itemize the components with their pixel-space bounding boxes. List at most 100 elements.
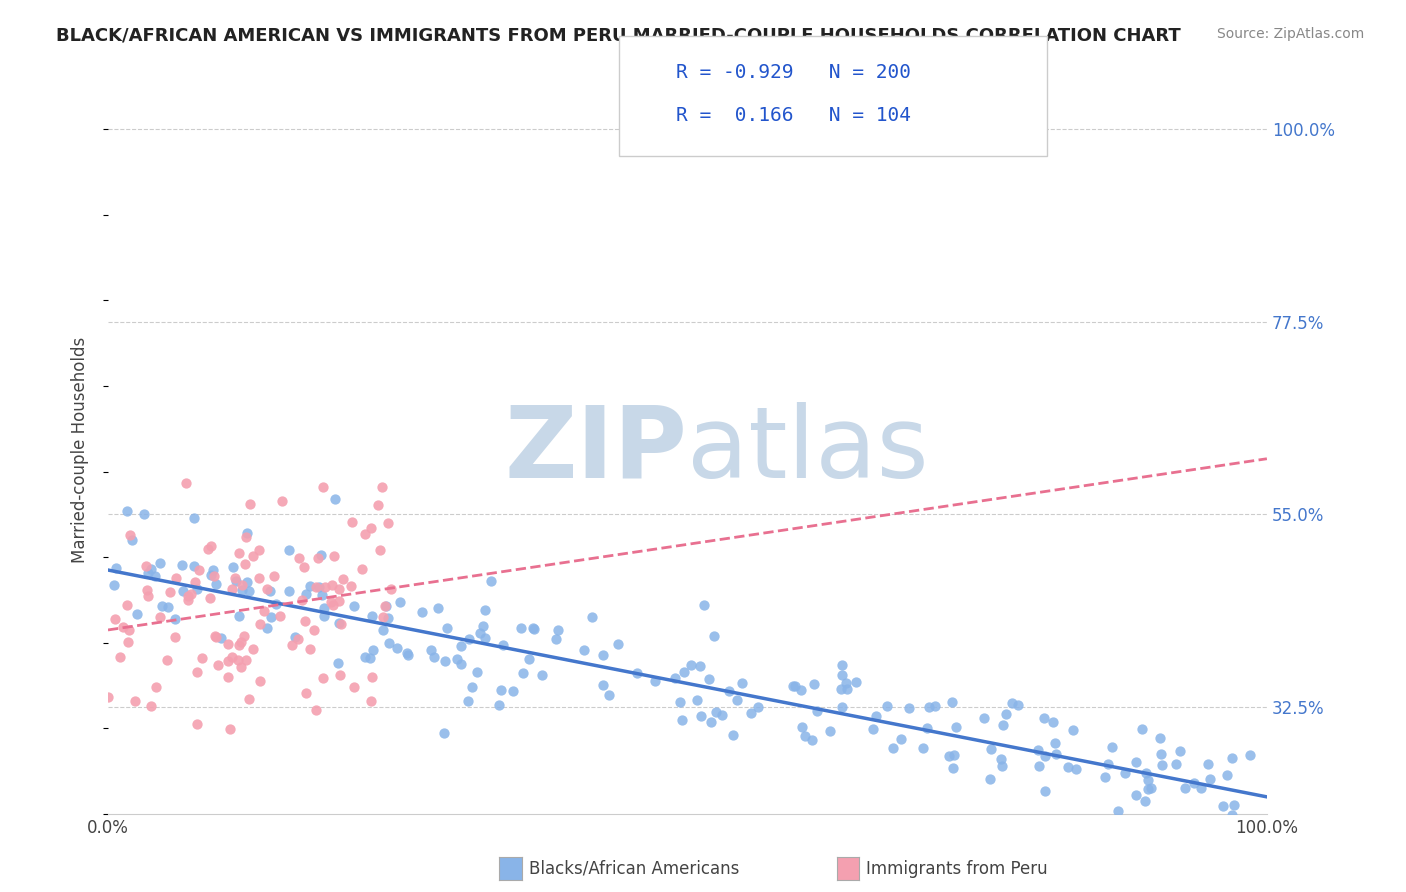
Point [373,609,395,624]
Point [1240,824,1263,838]
Point [156,599,179,614]
Point [831,667,853,681]
Point [249,571,271,585]
Point [136,589,159,603]
Point [104,612,127,626]
Point [200,591,222,605]
Point [380,582,402,596]
Point [1033,748,1056,763]
Point [323,491,346,506]
Point [150,599,173,614]
Point [942,761,965,775]
Point [256,621,278,635]
Point [592,678,614,692]
Point [302,624,325,638]
Point [183,510,205,524]
Point [312,480,335,494]
Point [607,637,630,651]
Point [1168,743,1191,757]
Point [186,717,208,731]
Point [1182,776,1205,790]
Point [197,541,219,556]
Point [917,700,939,714]
Point [669,695,692,709]
Point [219,722,242,736]
Point [1220,807,1243,822]
Point [360,521,382,535]
Point [249,616,271,631]
Point [924,698,946,713]
Point [1185,817,1208,831]
Point [135,558,157,573]
Point [229,634,252,648]
Point [371,480,394,494]
Point [228,638,250,652]
Point [295,686,318,700]
Point [973,711,995,725]
Point [231,578,253,592]
Point [307,551,329,566]
Point [626,666,648,681]
Point [228,546,250,560]
Point [205,631,228,645]
Point [434,654,457,668]
Point [328,594,350,608]
Point [890,731,912,746]
Point [512,666,534,681]
Point [531,668,554,682]
Point [217,637,239,651]
Point [305,580,328,594]
Point [474,631,496,645]
Point [693,598,716,612]
Text: Source: ZipAtlas.com: Source: ZipAtlas.com [1216,27,1364,41]
Point [1033,783,1056,797]
Point [149,610,172,624]
Point [360,671,382,685]
Point [314,609,336,624]
Point [97,690,120,705]
Point [450,640,472,654]
Point [995,707,1018,722]
Point [991,717,1014,731]
Point [165,571,187,585]
Point [135,583,157,598]
Point [294,587,316,601]
Point [790,720,813,734]
Point [717,684,740,698]
Point [314,580,336,594]
Point [782,679,804,693]
Point [294,615,316,629]
Point [446,652,468,666]
Point [329,668,352,682]
Point [242,549,264,564]
Point [305,703,328,717]
Point [510,621,533,635]
Point [103,578,125,592]
Point [1140,781,1163,796]
Point [1197,756,1219,771]
Point [419,643,441,657]
Point [1220,750,1243,764]
Point [710,707,733,722]
Point [207,658,229,673]
Point [433,726,456,740]
Point [686,693,709,707]
Point [373,624,395,638]
Point [1114,766,1136,780]
Point [124,693,146,707]
Point [186,665,208,680]
Point [350,562,373,576]
Point [115,598,138,612]
Point [115,504,138,518]
Point [1042,715,1064,730]
Point [1064,762,1087,776]
Point [368,542,391,557]
Point [235,574,257,589]
Point [1045,747,1067,761]
Point [319,594,342,608]
Point [1174,781,1197,796]
Point [1043,736,1066,750]
Point [1026,742,1049,756]
Point [361,608,384,623]
Point [332,572,354,586]
